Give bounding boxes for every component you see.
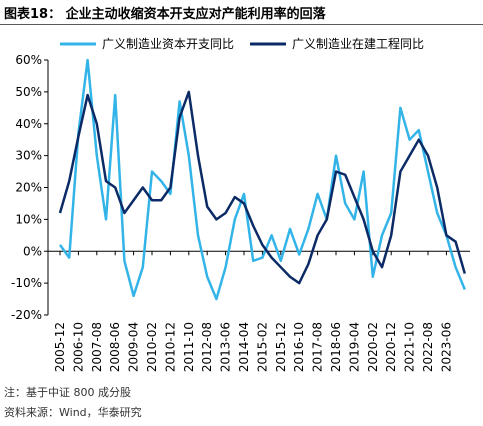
- y-tick-label: 40%: [15, 117, 42, 131]
- x-tick-label: 2022-08: [421, 322, 435, 372]
- legend-label: 广义制造业在建工程同比: [292, 36, 424, 51]
- x-tick-label: 2006-10: [71, 322, 85, 372]
- y-tick-label: -10%: [11, 276, 42, 290]
- chart-title: 图表18： 企业主动收缩资本开支应对产能利用率的回落: [4, 7, 326, 22]
- x-tick-label: 2023-06: [439, 322, 453, 372]
- footnote: 注：基于中证 800 成分股: [4, 386, 131, 399]
- x-tick-label: 2012-08: [200, 322, 214, 372]
- source: 资料来源：Wind，华泰研究: [4, 406, 142, 419]
- y-tick-label: 20%: [15, 181, 42, 195]
- x-tick-label: 2010-02: [145, 322, 159, 372]
- x-tick-label: 2007-08: [90, 322, 104, 372]
- y-tick-label: -20%: [11, 308, 42, 322]
- series-line: [58, 90, 467, 285]
- x-tick-label: 2013-06: [219, 322, 233, 372]
- x-tick-label: 2021-10: [403, 322, 417, 372]
- x-tick-label: 2011-10: [182, 322, 196, 372]
- x-tick-label: 2005-12: [53, 322, 67, 372]
- x-tick-label: 2020-02: [366, 322, 380, 372]
- x-tick-label: 2020-12: [384, 322, 398, 372]
- y-tick-label: 0%: [23, 244, 42, 258]
- y-tick-label: 50%: [15, 85, 42, 99]
- series-line: [58, 58, 466, 301]
- x-tick-label: 2015-02: [255, 322, 269, 372]
- y-tick-label: 30%: [15, 149, 42, 163]
- x-tick-label: 2015-12: [274, 322, 288, 372]
- title-rule: [0, 24, 483, 25]
- chart: -20% -10% 0% 10% 20% 30% 40% 50% 60% 2005-12 2006-…: [11, 36, 470, 372]
- x-tick-label: 2018-06: [329, 322, 343, 372]
- x-tick-label: 2009-04: [127, 322, 141, 372]
- x-tick-label: 2008-06: [108, 322, 122, 372]
- y-tick-label: 10%: [15, 212, 42, 226]
- x-tick-label: 2010-12: [163, 322, 177, 372]
- x-tick-label: 2016-10: [292, 322, 306, 372]
- y-tick-label: 60%: [15, 53, 42, 67]
- x-tick-label: 2017-08: [311, 322, 325, 372]
- x-tick-label: 2014-04: [237, 322, 251, 372]
- legend-label: 广义制造业资本开支同比: [102, 37, 234, 51]
- x-tick-label: 2019-04: [347, 322, 361, 372]
